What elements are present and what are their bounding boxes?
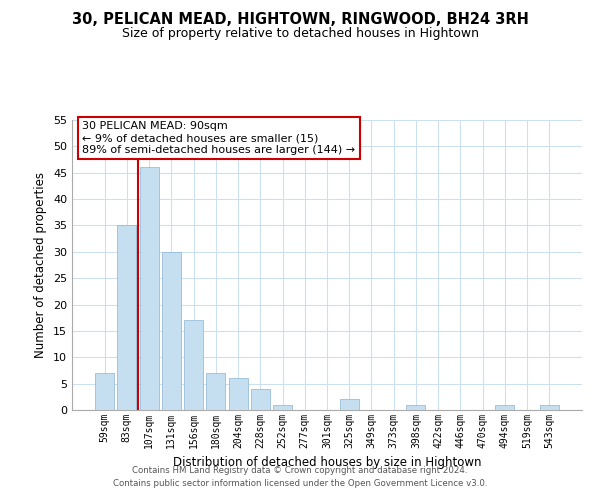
- Bar: [273, 404, 292, 410]
- Bar: [540, 404, 559, 410]
- Bar: [184, 320, 203, 410]
- Bar: [229, 378, 248, 410]
- Text: 30 PELICAN MEAD: 90sqm
← 9% of detached houses are smaller (15)
89% of semi-deta: 30 PELICAN MEAD: 90sqm ← 9% of detached …: [82, 122, 355, 154]
- Y-axis label: Number of detached properties: Number of detached properties: [34, 172, 47, 358]
- Bar: [340, 400, 359, 410]
- Text: 30, PELICAN MEAD, HIGHTOWN, RINGWOOD, BH24 3RH: 30, PELICAN MEAD, HIGHTOWN, RINGWOOD, BH…: [71, 12, 529, 28]
- Bar: [118, 226, 136, 410]
- Bar: [406, 404, 425, 410]
- Bar: [496, 404, 514, 410]
- Text: Size of property relative to detached houses in Hightown: Size of property relative to detached ho…: [121, 28, 479, 40]
- Bar: [95, 373, 114, 410]
- Bar: [206, 373, 225, 410]
- Text: Contains HM Land Registry data © Crown copyright and database right 2024.
Contai: Contains HM Land Registry data © Crown c…: [113, 466, 487, 487]
- Bar: [140, 168, 158, 410]
- Bar: [251, 389, 270, 410]
- Bar: [162, 252, 181, 410]
- X-axis label: Distribution of detached houses by size in Hightown: Distribution of detached houses by size …: [173, 456, 481, 469]
